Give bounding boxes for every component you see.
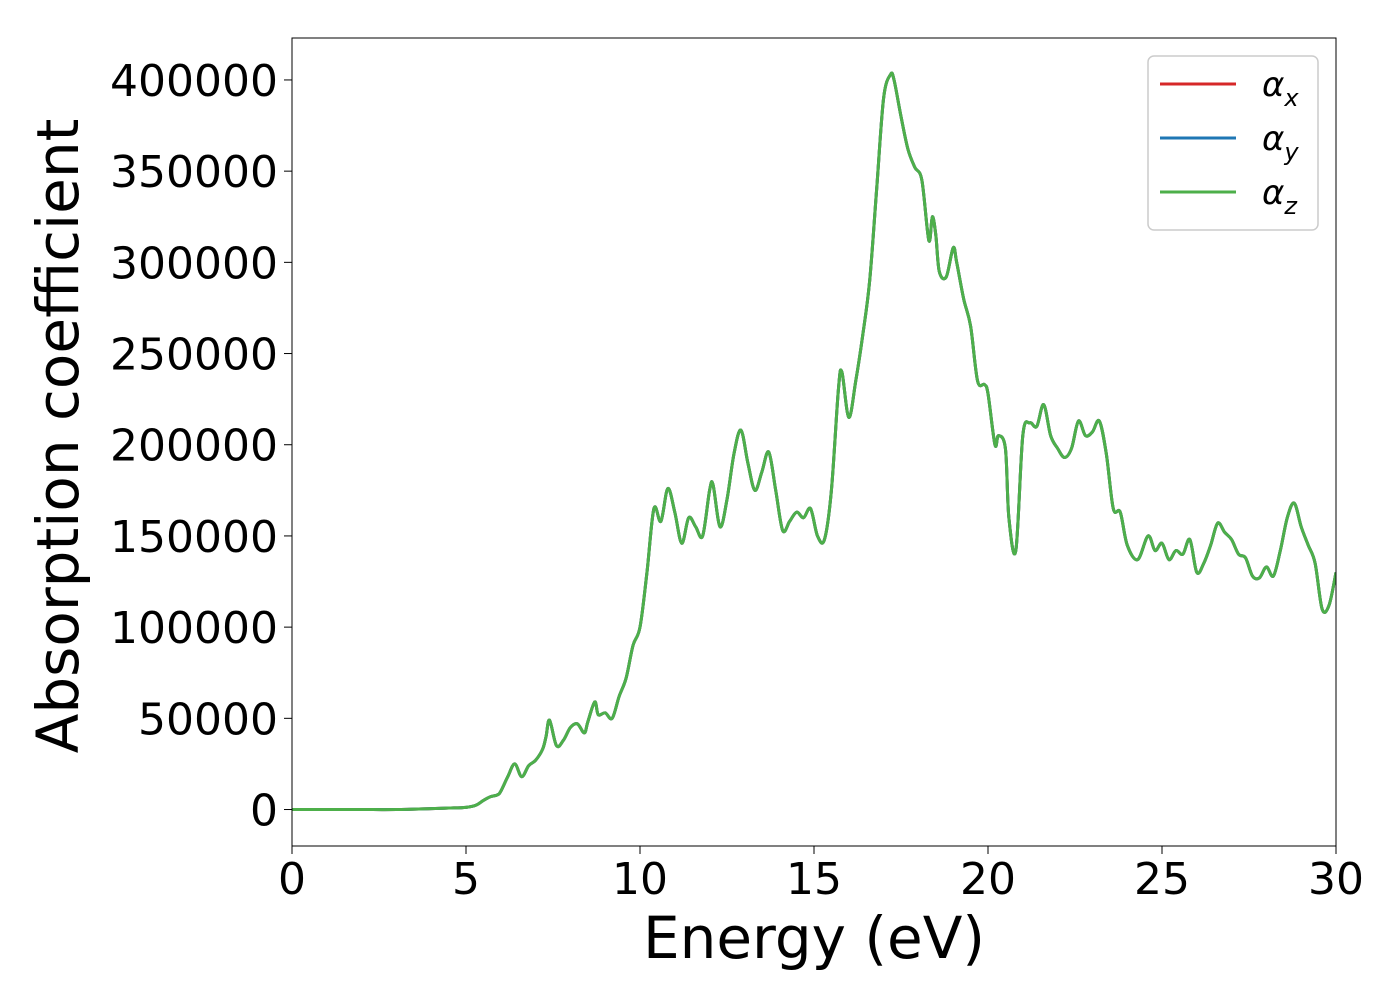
x-tick-label: 0 (278, 854, 306, 905)
y-tick-label: 50000 (138, 694, 278, 745)
legend-label-main: α (1262, 119, 1284, 159)
legend-label-sub: z (1283, 192, 1298, 220)
x-tick-label: 15 (786, 854, 842, 905)
y-tick-label: 100000 (110, 603, 278, 654)
x-axis: 0 5 10 15 20 25 30 (278, 846, 1364, 905)
legend-label-sub: y (1283, 138, 1299, 166)
y-tick-label: 400000 (110, 56, 278, 107)
y-tick-label: 350000 (110, 147, 278, 198)
plot-area (292, 71, 1336, 812)
legend-box (1147, 55, 1319, 231)
y-tick-label: 200000 (110, 421, 278, 472)
y-axis-label: Absorption coefficient (24, 119, 92, 754)
legend-label-z: αz (1262, 173, 1298, 220)
y-tick-label: 300000 (110, 238, 278, 289)
legend-label-main: α (1262, 65, 1284, 105)
y-tick-label: 0 (250, 786, 278, 837)
legend-label-x: αx (1262, 65, 1299, 112)
x-tick-label: 5 (452, 854, 480, 905)
legend-label-sub: x (1283, 84, 1299, 112)
y-tick-label: 150000 (110, 512, 278, 563)
x-tick-label: 10 (612, 854, 668, 905)
x-tick-label: 25 (1134, 854, 1190, 905)
y-axis: 0 50000 100000 150000 200000 250000 300000 3500… (110, 56, 292, 837)
legend-label-y: αy (1262, 119, 1299, 166)
legend-label-main: α (1262, 173, 1284, 213)
x-tick-label: 30 (1308, 854, 1364, 905)
series-line-z (292, 71, 1336, 812)
x-axis-label: Energy (eV) (643, 904, 985, 972)
x-tick-label: 20 (960, 854, 1016, 905)
y-tick-label: 250000 (110, 330, 278, 381)
